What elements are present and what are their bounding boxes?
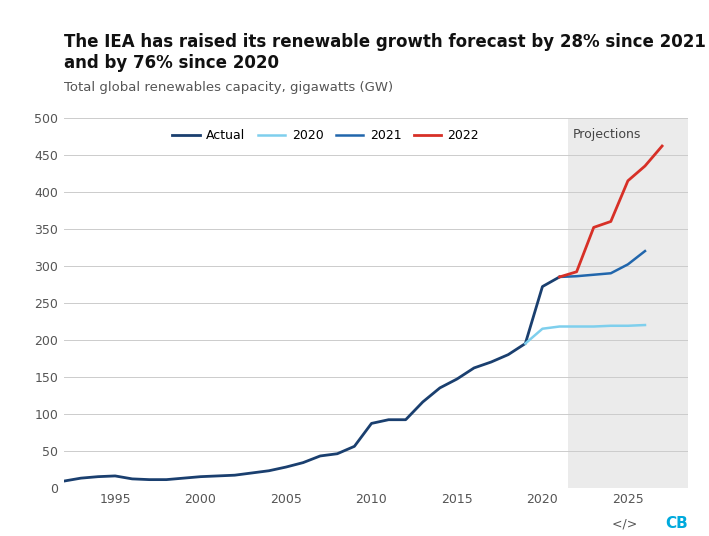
Actual xyxy=(128,475,136,482)
Actual xyxy=(316,453,325,459)
Actual xyxy=(162,477,171,483)
2021 xyxy=(607,270,615,277)
Actual xyxy=(94,473,102,480)
Actual xyxy=(213,473,222,479)
2022 xyxy=(572,269,581,275)
2020 xyxy=(607,323,615,329)
Actual xyxy=(247,470,256,476)
2020 xyxy=(641,322,649,328)
Actual xyxy=(470,364,479,371)
2020 xyxy=(538,325,547,332)
2021 xyxy=(641,248,649,254)
Actual xyxy=(196,473,205,480)
Actual xyxy=(418,399,427,405)
Actual xyxy=(111,473,119,479)
2022 xyxy=(624,177,632,184)
Actual xyxy=(264,467,273,474)
Actual xyxy=(299,459,308,466)
Actual xyxy=(179,475,188,481)
2022 xyxy=(555,274,564,280)
Actual xyxy=(77,475,85,481)
2021 xyxy=(572,273,581,279)
Line: 2021: 2021 xyxy=(559,251,645,277)
Text: </>: </> xyxy=(613,518,642,531)
Line: 2022: 2022 xyxy=(559,146,662,277)
Actual xyxy=(60,478,68,485)
Actual xyxy=(401,416,410,423)
Actual xyxy=(538,284,547,290)
2022 xyxy=(641,163,649,169)
Line: Actual: Actual xyxy=(64,277,559,481)
Actual xyxy=(435,385,444,391)
2022 xyxy=(589,224,598,230)
2021 xyxy=(555,274,564,280)
2021 xyxy=(624,261,632,267)
Actual xyxy=(281,464,290,470)
Actual xyxy=(145,477,154,483)
Actual xyxy=(453,376,462,382)
Actual xyxy=(521,340,530,347)
Legend: Actual, 2020, 2021, 2022: Actual, 2020, 2021, 2022 xyxy=(167,124,484,147)
Actual xyxy=(555,274,564,280)
Text: Projections: Projections xyxy=(573,128,642,140)
Actual xyxy=(487,359,496,365)
2020 xyxy=(589,323,598,330)
Actual xyxy=(367,420,376,427)
Actual xyxy=(350,443,359,450)
Text: CB: CB xyxy=(665,516,688,531)
Bar xyxy=(568,118,705,488)
Actual xyxy=(504,352,513,358)
2020 xyxy=(555,323,564,330)
2022 xyxy=(658,143,666,149)
Line: 2020: 2020 xyxy=(525,325,645,344)
Text: The IEA has raised its renewable growth forecast by 28% since 2021 and by 76% si: The IEA has raised its renewable growth … xyxy=(64,33,705,72)
2020 xyxy=(572,323,581,330)
Actual xyxy=(230,472,239,479)
2020 xyxy=(624,323,632,329)
Actual xyxy=(384,416,393,423)
2020 xyxy=(521,340,530,347)
Actual xyxy=(333,451,342,457)
Text: Total global renewables capacity, gigawatts (GW): Total global renewables capacity, gigawa… xyxy=(64,81,393,94)
2021 xyxy=(589,272,598,278)
2022 xyxy=(607,218,615,225)
